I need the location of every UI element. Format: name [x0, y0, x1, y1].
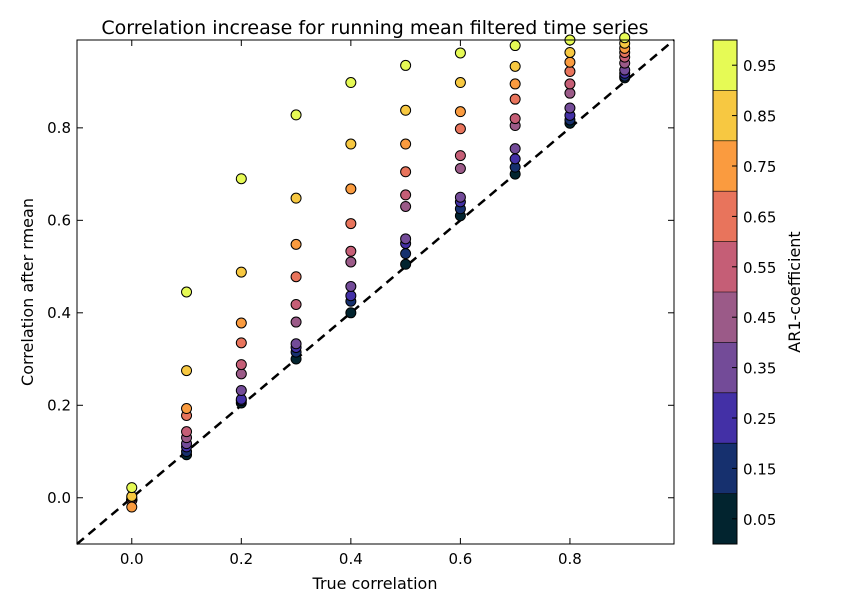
colorbar-tick-label: 0.55: [743, 259, 776, 277]
y-axis-label: Correlation after rmean: [18, 198, 37, 386]
plot-area: 0.0 0.2 0.4 0.6 0.8 0.0 0.2 0.4 0.6 0.8: [47, 32, 675, 568]
scatter-point: [181, 426, 193, 438]
colorbar-tick-label: 0.45: [743, 309, 776, 327]
colorbar: 0.05 0.15 0.25 0.35 0.45 0.55 0.65 0.75 0.85 0.95: [712, 39, 776, 545]
identity-line: [76, 39, 675, 545]
scatter-point: [509, 40, 521, 52]
scatter-point: [290, 192, 302, 204]
scatter-point: [454, 163, 466, 175]
colorbar-tick-label: 0.35: [743, 360, 776, 378]
scatter-point: [235, 337, 247, 349]
scatter-point: [290, 298, 302, 310]
x-tick-label: 0.0: [120, 550, 144, 568]
scatter-point: [509, 78, 521, 90]
scatter-point: [454, 123, 466, 135]
scatter-point: [564, 56, 576, 68]
scatter-point: [454, 106, 466, 118]
scatter-point: [235, 359, 247, 371]
colorbar-frame: [712, 39, 738, 545]
scatter-point: [454, 150, 466, 162]
scatter-point: [181, 403, 193, 415]
scatter-point: [345, 290, 357, 302]
scatter-point: [509, 93, 521, 105]
scatter-point: [345, 280, 357, 292]
colorbar-label: AR1-coefficient: [785, 231, 804, 352]
scatter-point: [400, 166, 412, 178]
scatter-point: [454, 77, 466, 89]
scatter-point: [454, 47, 466, 59]
scatter-point: [345, 256, 357, 268]
scatter-point: [400, 104, 412, 116]
scatter-point: [564, 46, 576, 58]
scatter-point: [235, 384, 247, 396]
scatter-point: [400, 189, 412, 201]
y-tick-label: 0.4: [47, 304, 71, 322]
scatter-point: [345, 138, 357, 150]
scatter-point: [290, 338, 302, 350]
y-tick-label: 0.0: [47, 489, 71, 507]
scatter-point: [400, 258, 412, 270]
scatter-point: [564, 87, 576, 99]
scatter-point: [564, 65, 576, 77]
scatter-point: [235, 173, 247, 185]
scatter-point: [345, 307, 357, 319]
scatter-point: [290, 238, 302, 250]
scatter-point: [126, 482, 138, 494]
y-tick-label: 0.8: [47, 119, 71, 137]
scatter-point: [126, 501, 138, 513]
scatter-point: [454, 191, 466, 203]
scatter-point: [509, 113, 521, 125]
x-tick-label: 0.4: [339, 550, 363, 568]
scatter-point: [564, 78, 576, 90]
x-axis-label: True correlation: [312, 574, 438, 593]
scatter-point: [290, 109, 302, 121]
colorbar-tick-label: 0.05: [743, 511, 776, 529]
scatter-point: [290, 271, 302, 283]
x-tick-label: 0.8: [558, 550, 582, 568]
x-tick-label: 0.6: [448, 550, 472, 568]
scatter-point: [564, 102, 576, 114]
scatter-point: [345, 183, 357, 195]
scatter-point: [345, 77, 357, 89]
y-tick-label: 0.2: [47, 396, 71, 414]
scatter-point: [235, 317, 247, 329]
scatter-point: [509, 143, 521, 155]
chart-title: Correlation increase for running mean fi…: [101, 17, 648, 39]
scatter-point: [400, 233, 412, 245]
scatter-point: [345, 218, 357, 230]
scatter-point: [509, 60, 521, 72]
scatter-point: [235, 368, 247, 380]
scatter-point: [181, 286, 193, 298]
scatter-point: [181, 365, 193, 377]
scatter-point: [235, 266, 247, 278]
scatter-point: [509, 153, 521, 165]
scatter-point: [400, 138, 412, 150]
colorbar-tick-label: 0.75: [743, 158, 776, 176]
colorbar-tick-label: 0.15: [743, 460, 776, 478]
colorbar-tick-label: 0.25: [743, 410, 776, 428]
scatter-point: [619, 32, 631, 44]
scatter-point: [400, 200, 412, 212]
x-tick-label: 0.2: [229, 550, 253, 568]
scatter-point: [400, 59, 412, 71]
scatter-point: [400, 248, 412, 260]
scatter-point: [345, 245, 357, 257]
colorbar-tick-label: 0.95: [743, 57, 776, 75]
colorbar-tick-label: 0.85: [743, 108, 776, 126]
y-tick-label: 0.6: [47, 211, 71, 229]
plot-frame: [76, 39, 675, 545]
colorbar-tick-label: 0.65: [743, 208, 776, 226]
scatter-point: [290, 316, 302, 328]
